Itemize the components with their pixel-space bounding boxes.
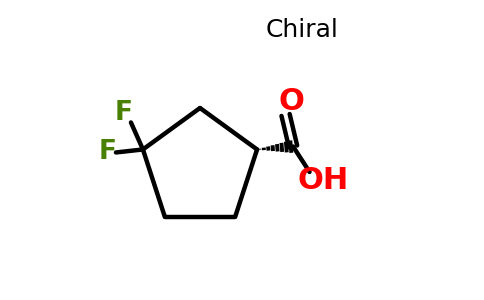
Text: Chiral: Chiral xyxy=(266,18,338,42)
Text: OH: OH xyxy=(298,167,348,196)
Text: F: F xyxy=(99,140,117,166)
Text: O: O xyxy=(279,87,304,116)
Text: F: F xyxy=(114,100,133,127)
